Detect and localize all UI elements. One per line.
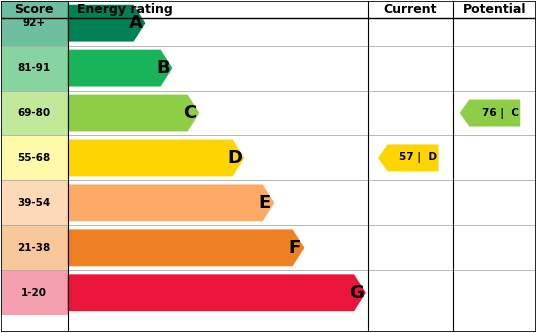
Text: C: C [183,104,197,122]
Bar [68,270,368,315]
Bar [68,46,368,91]
Polygon shape [68,229,304,266]
Text: 1-20: 1-20 [21,288,47,298]
Bar [68,136,368,180]
Bar [1,270,68,315]
Bar [1,46,68,91]
Text: B: B [156,59,170,77]
Text: 76 |  C: 76 | C [482,108,519,119]
Bar [1,1,68,46]
Text: 55-68: 55-68 [18,153,51,163]
Text: 81-91: 81-91 [18,63,50,73]
Polygon shape [68,140,244,176]
Text: Score: Score [14,3,54,16]
Text: 92+: 92+ [23,18,46,28]
Polygon shape [68,95,199,132]
Text: D: D [227,149,242,167]
Bar [1,180,68,225]
Text: Current: Current [384,3,437,16]
Text: G: G [349,284,364,302]
Text: E: E [259,194,271,212]
Bar [1,136,68,180]
Bar [1,91,68,136]
Bar [1,225,68,270]
Text: Energy rating: Energy rating [77,3,173,16]
Text: 21-38: 21-38 [18,243,51,253]
Polygon shape [68,50,172,87]
Bar [68,91,368,136]
Bar [1,0,536,1]
Bar [368,1,536,315]
Bar [68,180,368,225]
Text: F: F [288,239,301,257]
Text: 39-54: 39-54 [18,198,51,208]
Polygon shape [68,5,146,42]
Polygon shape [460,100,520,127]
Text: 69-80: 69-80 [18,108,50,118]
Text: Potential: Potential [463,3,527,16]
Text: A: A [129,14,143,32]
Bar [68,225,368,270]
Polygon shape [378,145,439,171]
Polygon shape [68,274,366,311]
Text: 57 |  D: 57 | D [400,153,438,164]
Polygon shape [68,184,274,221]
Bar [68,1,368,46]
